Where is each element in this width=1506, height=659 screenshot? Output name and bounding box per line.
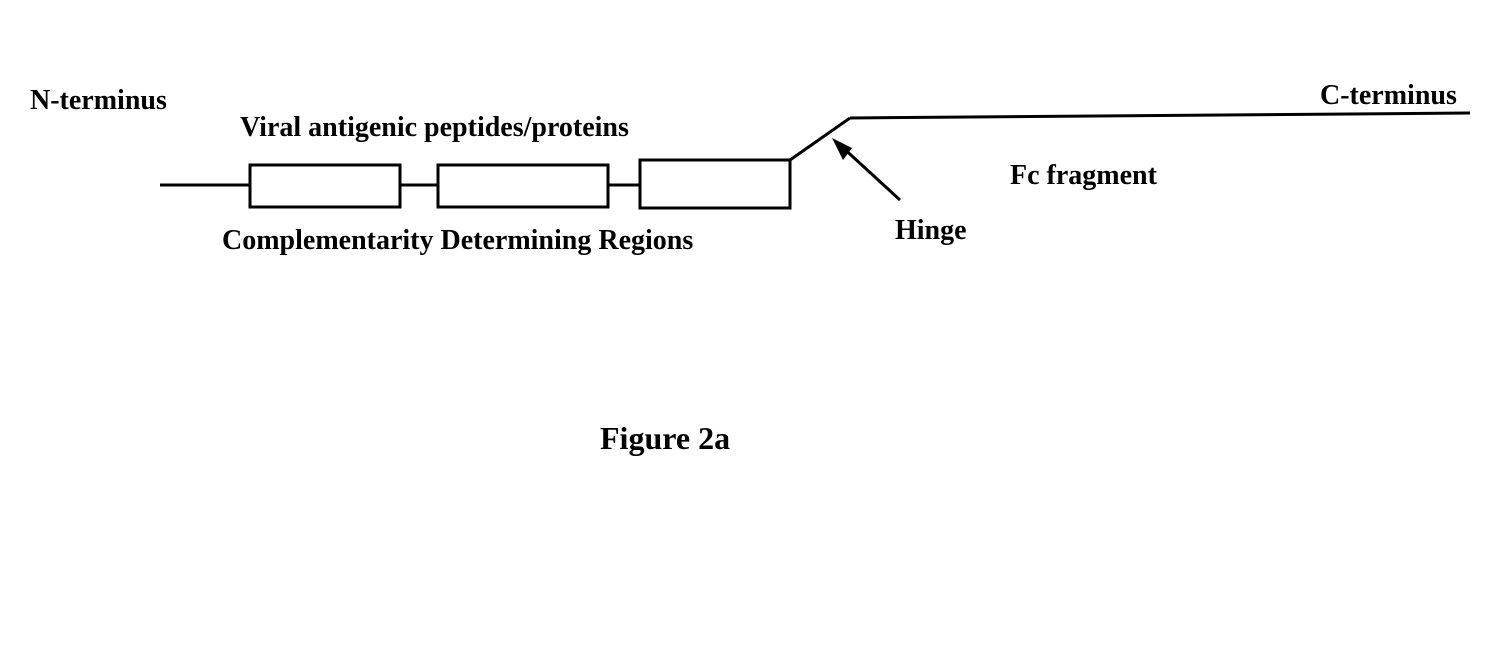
cdr-box-3 [640, 160, 790, 208]
c-terminus-label: C-terminus [1320, 80, 1457, 112]
n-terminus-label: N-terminus [30, 85, 167, 117]
cdr-label: Complementarity Determining Regions [222, 225, 693, 257]
fc-line [850, 113, 1470, 118]
arrow-head [832, 138, 852, 160]
diagram-svg [0, 0, 1506, 659]
arrow-tail [840, 145, 900, 200]
hinge-label: Hinge [895, 215, 967, 247]
viral-antigenic-label: Viral antigenic peptides/proteins [240, 112, 629, 144]
fc-fragment-label: Fc fragment [1010, 160, 1157, 192]
cdr-box-1 [250, 165, 400, 207]
cdr-box-2 [438, 165, 608, 207]
figure-caption: Figure 2a [600, 420, 730, 457]
